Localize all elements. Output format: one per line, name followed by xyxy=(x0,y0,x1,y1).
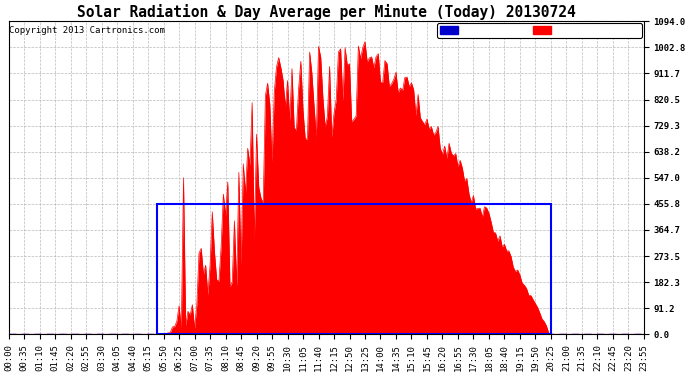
Bar xyxy=(157,204,551,334)
Title: Solar Radiation & Day Average per Minute (Today) 20130724: Solar Radiation & Day Average per Minute… xyxy=(77,4,575,20)
Text: Copyright 2013 Cartronics.com: Copyright 2013 Cartronics.com xyxy=(9,26,165,35)
Legend: Median (W/m2), Radiation (W/m2): Median (W/m2), Radiation (W/m2) xyxy=(437,23,642,38)
